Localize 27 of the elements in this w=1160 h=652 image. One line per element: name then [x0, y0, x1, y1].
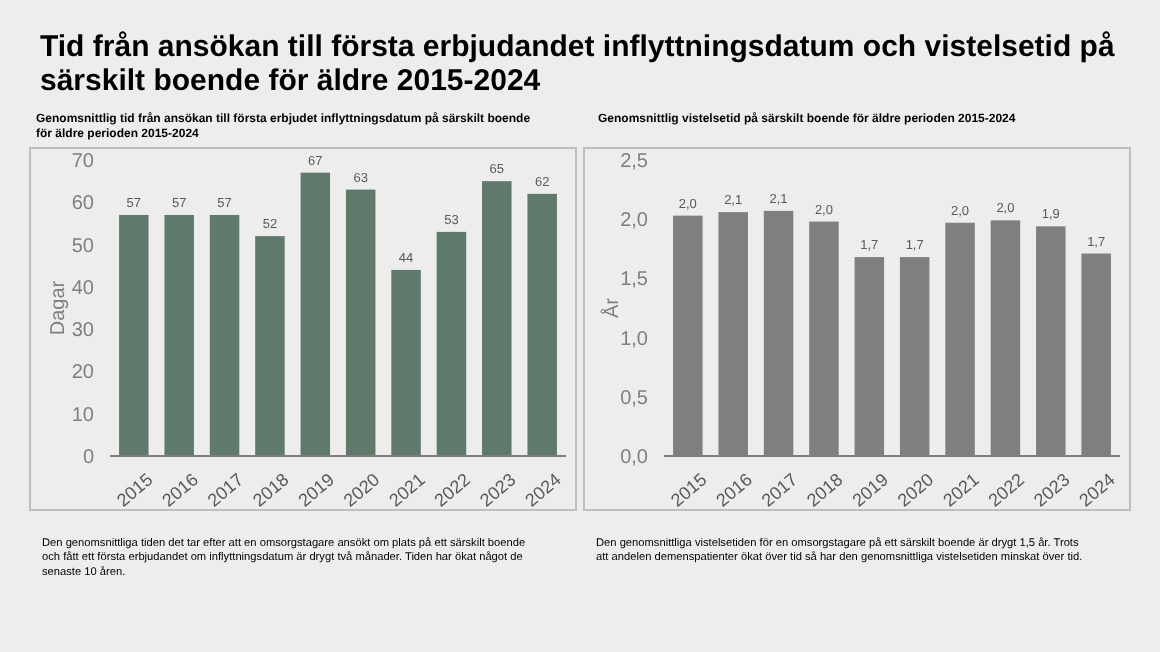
y-tick-label: 0,5 [620, 387, 649, 410]
y-tick-label: 0,0 [620, 447, 649, 469]
bar [300, 172, 331, 456]
chart-title: Tid från ansökan till första erbjudandet inflyttningsdatum och vistelsetid på särskilt boende för äldre 2015-2024 [40, 30, 1116, 98]
y-tick-label: 10 [71, 404, 95, 427]
bar [255, 236, 285, 456]
y-axis-title: Dagar [48, 279, 70, 336]
y-tick-label: 20 [71, 362, 95, 385]
y-tick-label: 2,0 [620, 210, 649, 233]
y-tick-label: 1,5 [620, 269, 649, 292]
y-tick-label: 2,5 [620, 151, 649, 173]
y-tick-label: 40 [71, 277, 95, 300]
bar [345, 189, 376, 456]
bar [164, 214, 194, 456]
y-tick-label: 30 [71, 320, 95, 343]
bar [482, 181, 512, 456]
bar [391, 269, 421, 456]
bar [436, 231, 467, 456]
y-tick-label: 1,0 [620, 328, 649, 351]
bar [119, 214, 149, 456]
bar [527, 193, 557, 456]
y-tick-label: 0 [82, 447, 95, 469]
y-tick-label: 70 [71, 151, 95, 173]
bar [209, 214, 240, 456]
y-tick-label: 60 [71, 193, 95, 216]
y-axis-title: År [600, 296, 624, 318]
y-tick-label: 50 [71, 235, 95, 258]
